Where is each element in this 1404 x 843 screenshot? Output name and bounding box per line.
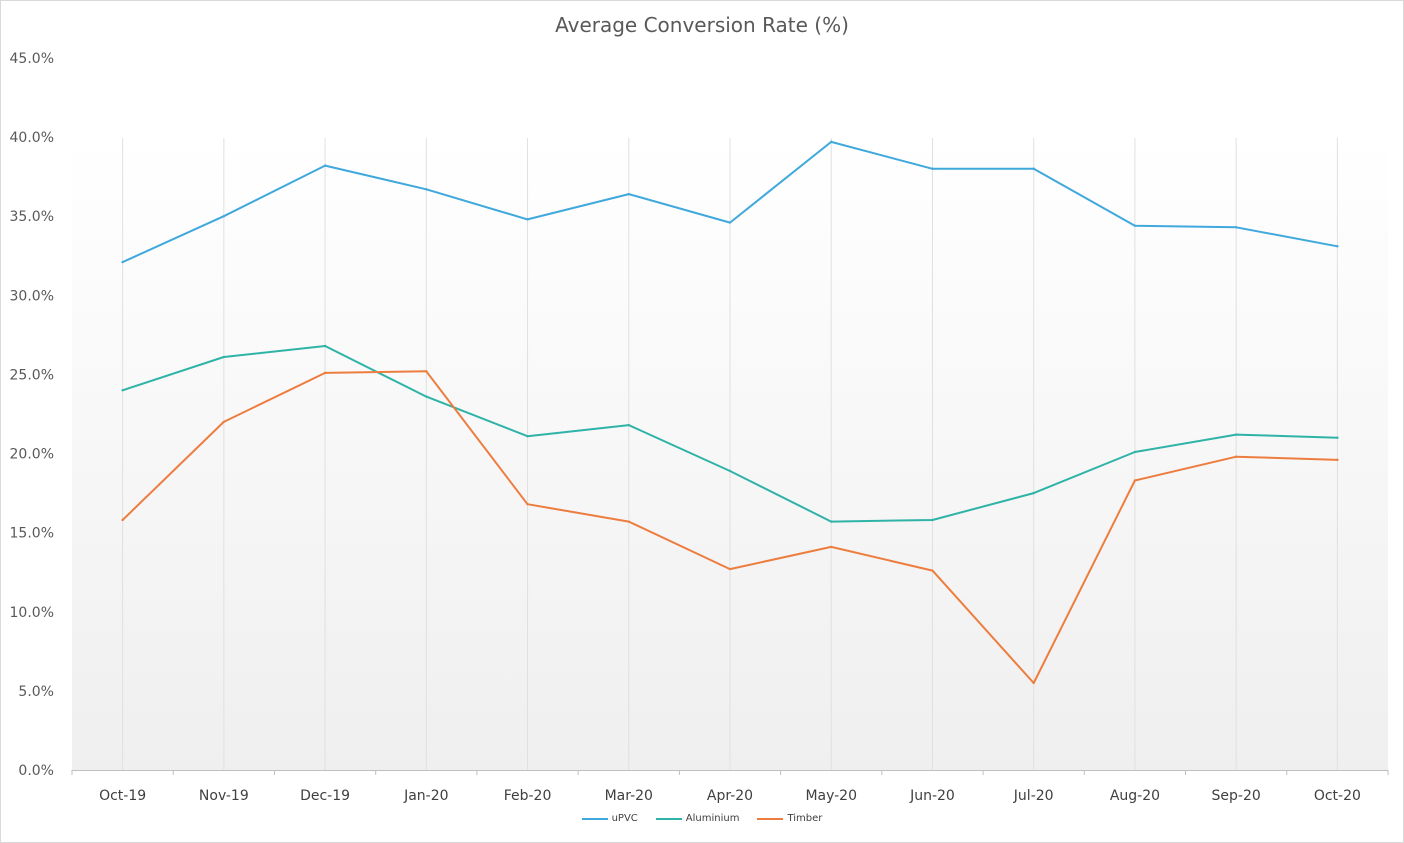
- data-point-aluminium: [1032, 491, 1035, 495]
- x-tick-label: Nov-19: [199, 788, 249, 804]
- data-point-timber: [931, 569, 934, 572]
- x-tick-label: Jul-20: [1013, 788, 1054, 804]
- data-point-timber: [425, 370, 428, 373]
- x-tick-label: Feb-20: [504, 788, 552, 804]
- y-tick-label: 0.0%: [18, 763, 54, 779]
- data-point-aluminium: [526, 434, 529, 438]
- data-point-timber: [830, 545, 833, 549]
- data-point-timber: [728, 567, 732, 571]
- legend-swatch: [655, 817, 682, 820]
- legend-item-timber: Timber: [757, 813, 822, 824]
- x-tick-label: Sep-20: [1212, 788, 1261, 804]
- data-point-upvc: [627, 192, 630, 196]
- data-point-upvc: [425, 188, 428, 191]
- x-axis: Oct-19 Nov-19 Dec-19 Jan-20 Feb-20 Mar-20 Apr-…: [71, 770, 1389, 804]
- y-tick-label: 20.0%: [10, 447, 54, 463]
- x-tick-label: Apr-20: [707, 788, 753, 804]
- data-point-aluminium: [931, 518, 934, 522]
- data-point-upvc: [830, 140, 833, 144]
- y-tick-label: 45.0%: [10, 51, 54, 67]
- chart-title: Average Conversion Rate (%): [555, 13, 849, 37]
- x-tick-label: Jun-20: [909, 788, 955, 804]
- x-tick-label: Dec-19: [300, 788, 350, 804]
- x-tick-label: Oct-19: [99, 788, 146, 804]
- data-point-timber: [222, 420, 226, 424]
- x-tick-label: Mar-20: [605, 788, 653, 804]
- y-axis: 0.0% 5.0% 10.0% 15.0% 20.0% 25.0% 30.0% 35.0% 40…: [10, 51, 54, 779]
- y-tick-label: 30.0%: [10, 288, 54, 304]
- data-point-timber: [121, 518, 124, 522]
- data-point-aluminium: [728, 469, 732, 473]
- x-tick-label: Aug-20: [1110, 788, 1160, 804]
- data-point-upvc: [1032, 167, 1035, 170]
- data-point-upvc: [931, 167, 934, 170]
- data-point-timber: [1336, 458, 1339, 462]
- data-point-upvc: [1133, 224, 1137, 227]
- legend-swatch: [581, 817, 608, 820]
- data-point-timber: [1234, 455, 1238, 458]
- data-point-upvc: [1336, 245, 1339, 248]
- y-tick-label: 40.0%: [10, 130, 54, 146]
- y-tick-label: 35.0%: [10, 209, 54, 225]
- data-point-upvc: [323, 164, 327, 167]
- series-lines: [121, 140, 1339, 685]
- vertical-gridlines: [122, 138, 1338, 770]
- x-tick-label: Jan-20: [403, 788, 448, 804]
- data-point-upvc: [728, 221, 732, 224]
- data-point-aluminium: [222, 355, 226, 359]
- legend-label: Timber: [787, 813, 823, 824]
- legend-swatch: [757, 817, 784, 820]
- data-point-aluminium: [121, 389, 124, 392]
- data-point-upvc: [121, 260, 124, 264]
- data-point-upvc: [1234, 226, 1238, 229]
- data-point-timber: [627, 520, 630, 523]
- data-point-aluminium: [1234, 433, 1238, 436]
- y-tick-label: 5.0%: [18, 684, 54, 700]
- data-point-upvc: [222, 215, 226, 218]
- y-tick-label: 25.0%: [10, 367, 54, 383]
- data-point-timber: [1032, 681, 1035, 685]
- data-point-timber: [526, 502, 529, 506]
- y-tick-label: 15.0%: [10, 526, 54, 542]
- data-point-aluminium: [627, 423, 630, 427]
- data-point-aluminium: [1336, 436, 1339, 439]
- data-point-aluminium: [1133, 450, 1137, 454]
- data-point-aluminium: [323, 344, 327, 348]
- x-tick-label: Oct-20: [1314, 788, 1361, 804]
- legend: uPVC Aluminium Timber: [0, 813, 1404, 824]
- x-tick-label: May-20: [805, 788, 857, 804]
- legend-label: Aluminium: [685, 813, 740, 824]
- data-point-aluminium: [830, 520, 833, 523]
- legend-item-aluminium: Aluminium: [655, 813, 740, 824]
- legend-label: uPVC: [611, 813, 638, 824]
- legend-item-upvc: uPVC: [581, 813, 638, 824]
- data-point-timber: [323, 371, 327, 375]
- y-tick-label: 10.0%: [10, 605, 54, 621]
- data-point-timber: [1133, 479, 1137, 482]
- data-point-upvc: [526, 218, 529, 221]
- data-point-aluminium: [425, 395, 428, 398]
